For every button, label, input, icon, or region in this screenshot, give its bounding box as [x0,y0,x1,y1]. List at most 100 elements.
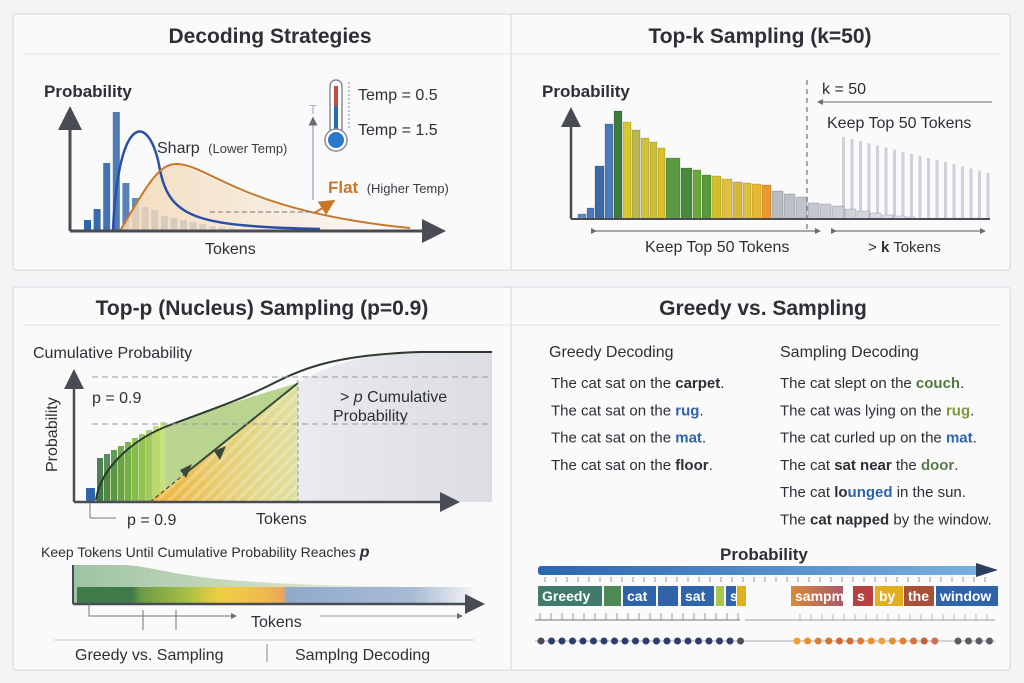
excluded-token-bar [944,162,947,219]
temperature-axis-label: T [309,102,317,117]
token-dot [674,637,681,645]
highlighted-word: couch [916,375,960,392]
sentence-text: . [702,430,706,447]
thermometer-icon [324,79,350,152]
nucleus-token-stripe [132,438,138,502]
token-bar [742,182,752,220]
sentence-text: by the window. [889,512,992,529]
token-dot [726,637,734,645]
token-dot [965,637,972,645]
excluded-token-bar [986,172,990,219]
token-bar [771,190,784,220]
token-bar [711,175,722,220]
token-dot [600,637,608,645]
cumulative-arrow [185,382,299,474]
token-box [658,586,678,606]
token-bar [622,121,632,220]
temp-low-label: Temp = 0.5 [358,87,438,104]
token-dot [867,637,875,645]
token-box [936,586,998,606]
token-dot [569,637,576,645]
probability-bar [93,209,101,231]
sentence-text: . [720,375,724,392]
token-bar [604,123,614,220]
k-label: k = 50 [822,81,866,98]
sentence: The cat was lying on the rug. [780,402,974,419]
sentence: The cat napped by the window. [780,512,992,529]
token-label: cat [627,588,648,604]
token-bar [680,167,693,220]
gt-p-line2: Probability [333,408,408,425]
token-label: s [730,588,738,604]
token-dot [793,637,801,645]
highlighted-word: door [921,457,954,474]
nucleus-token-stripe [146,430,152,502]
token-dot [621,637,629,645]
excluded-token-bars [842,137,990,219]
sentence: The cat slept on the couch. [780,375,964,392]
token-box [853,586,873,606]
nucleus-token-stripe [139,434,145,502]
token-dot [954,637,962,645]
sentence-text: The cat sat on the [551,375,675,392]
nucleus-token-stripe [97,458,103,502]
token-dot [548,637,555,645]
token-dot [590,637,597,645]
token-bar [649,141,658,220]
gt-k-prefix: > [868,239,877,256]
sentence: The cat sat near the door. [780,457,958,474]
token-bar [751,183,762,220]
token-bar [586,207,595,220]
sentence-text: . [960,375,964,392]
highlighted-word: sat near [834,457,892,474]
token-box [875,586,903,606]
panel-title: Decoding Strategies [168,25,371,48]
excluded-token-bar [884,147,888,219]
sentence: The cat sat on the floor. [551,457,713,474]
nucleus-token-stripes [97,422,166,502]
probability-bar [84,220,91,231]
token-bar [657,147,666,220]
sentence-text: The cat sat on the [551,402,675,419]
token-dot [579,637,587,645]
sentence-text: The [780,512,810,529]
token-bar [783,193,796,220]
p-lower-label: p = 0.9 [127,512,176,529]
nucleus-token-stripe [125,442,131,502]
sentence-text: . [954,457,958,474]
excluded-token-bar [901,151,905,219]
sharp-label: Sharp (Lower Temp) [157,140,287,157]
sampling-sentences: The cat slept on the couch. The cat was l… [780,375,992,529]
sentence-text: . [699,402,703,419]
token-dot [716,637,723,645]
token-dot [537,637,545,645]
token-dot [684,637,692,645]
bar-x-label: Tokens [251,614,302,631]
token-dot [632,637,639,645]
token-dot [986,637,993,645]
gt-k-suffix: Tokens [893,239,941,256]
cumulative-label: Cumulative Probability [33,345,192,362]
highlighted-word: mat [946,430,973,447]
token-bar [640,137,650,220]
token-dot [920,637,928,645]
sentence: The cat curled up on the mat. [780,430,977,447]
excluded-token-bar [850,139,854,219]
highlighted-word: rug [946,402,970,419]
token-dot [611,637,618,645]
gt-p-label: > p Cumulative [340,389,447,406]
token-dot [705,637,713,645]
token-bar [856,210,870,220]
panel-title: Top-k Sampling (k=50) [648,25,871,48]
sentence-text: The cat [780,457,834,474]
token-bar [844,208,857,220]
sentence-text: . [709,457,713,474]
flat-arrow [315,199,336,216]
gt-p-line1: Cumulative [367,389,447,406]
keep-caption-p: p [359,544,370,561]
nucleus-token-stripe [111,450,117,502]
keep-label-upper: Keep Top 50 Tokens [827,115,971,132]
excluded-token-bar [918,155,922,219]
token-bar [761,184,772,220]
highlighted-word: carpet [675,375,720,392]
